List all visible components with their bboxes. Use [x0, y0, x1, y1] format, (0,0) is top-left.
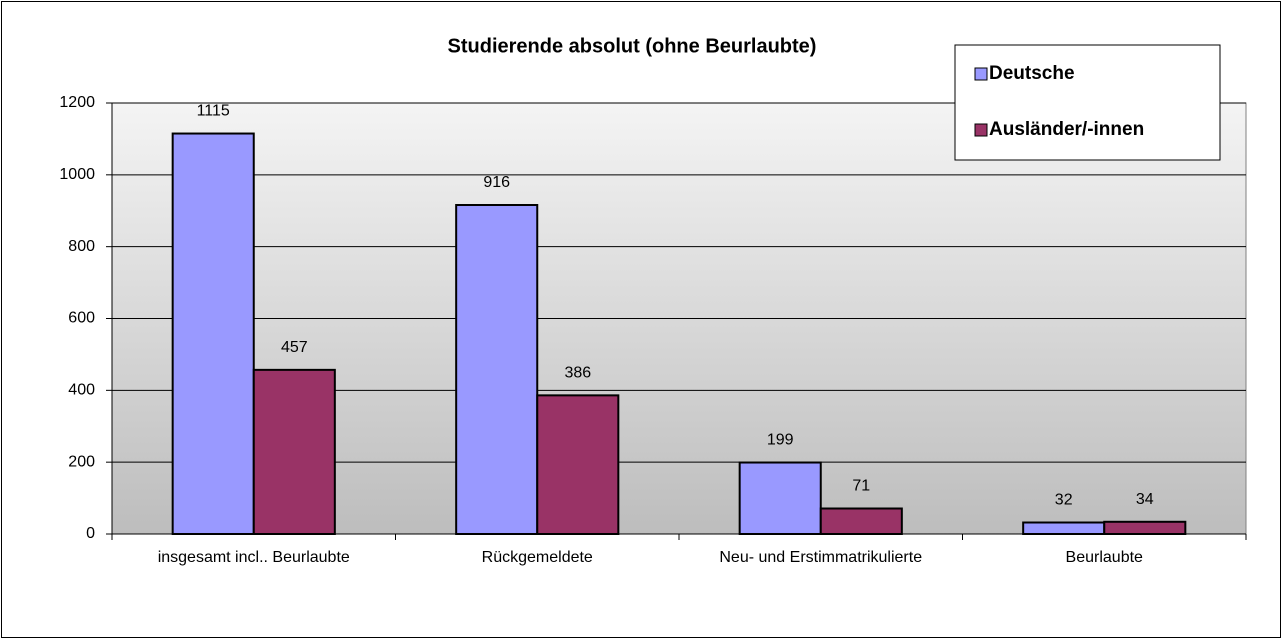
- bar: [738, 461, 822, 536]
- value-label: 916: [483, 174, 510, 191]
- x-tick-label: Beurlaubte: [1066, 549, 1143, 566]
- value-label: 32: [1055, 492, 1073, 509]
- y-tick-label: 400: [68, 382, 95, 399]
- bar: [171, 132, 255, 535]
- x-tick-label: Rückgemeldete: [482, 549, 593, 566]
- legend-label: Ausländer/-innen: [989, 119, 1144, 140]
- bar: [455, 204, 539, 535]
- legend: Deutsche Ausländer/-innen: [954, 44, 1221, 161]
- bar: [819, 507, 903, 536]
- y-tick-label: 1200: [59, 94, 95, 111]
- y-tick-label: 1000: [59, 166, 95, 183]
- bar: [1103, 520, 1187, 535]
- legend-swatch: [974, 67, 988, 81]
- value-label: 457: [281, 339, 308, 356]
- value-label: 1115: [197, 103, 230, 120]
- value-label: 34: [1136, 491, 1154, 508]
- legend-swatch: [974, 123, 988, 137]
- y-tick-label: 200: [68, 453, 95, 470]
- x-tick-label: Neu- und Erstimmatrikulierte: [719, 549, 922, 566]
- marks: 0 200 400 600 800 1000 1200 insgesamt incl.. Be…: [59, 94, 1247, 566]
- x-tick-label: insgesamt incl.. Beurlaubte: [158, 549, 350, 566]
- bar: [252, 368, 336, 535]
- y-tick-label: 600: [68, 310, 95, 327]
- value-label: 71: [852, 478, 870, 495]
- bar: [1022, 521, 1106, 535]
- chart-title: Studierende absolut (ohne Beurlaubte): [448, 35, 817, 57]
- legend-label: Deutsche: [989, 63, 1075, 84]
- legend-box: [954, 44, 1221, 161]
- bar: [536, 394, 620, 535]
- value-label: 199: [767, 432, 794, 449]
- value-label: 386: [564, 365, 591, 382]
- y-tick-label: 800: [68, 238, 95, 255]
- y-tick-label: 0: [86, 525, 95, 542]
